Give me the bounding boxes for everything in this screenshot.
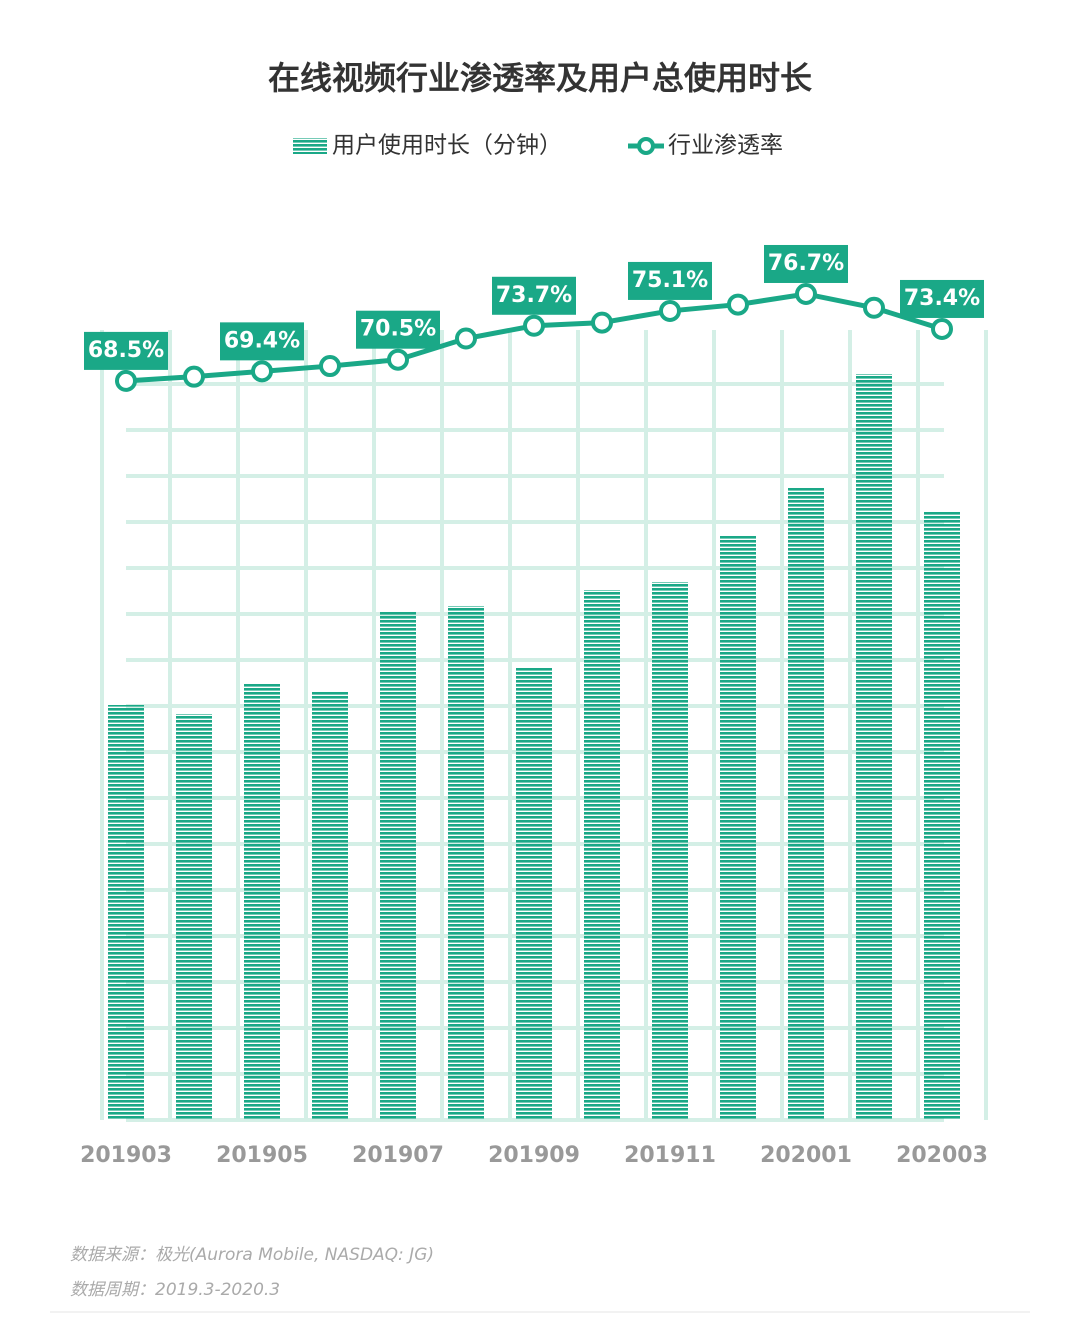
data-label-box <box>220 322 304 361</box>
bar <box>652 582 688 1120</box>
line-marker <box>523 314 545 337</box>
data-label: 73.4% <box>904 286 980 311</box>
bar <box>856 374 892 1120</box>
x-tick-label: 201905 <box>216 1143 308 1168</box>
bar <box>108 705 144 1120</box>
data-label-box <box>84 331 168 370</box>
bar <box>380 612 416 1120</box>
bar <box>788 487 824 1120</box>
data-label-box <box>900 279 984 318</box>
period-note: 数据周期：2019.3-2020.3 <box>70 1280 280 1300</box>
line-marker <box>251 360 273 383</box>
data-label: 75.1% <box>632 268 708 293</box>
legend-bar-swatch <box>293 138 327 154</box>
bar <box>448 606 484 1120</box>
line-marker <box>455 327 477 350</box>
source-note: 数据来源：极光(Aurora Mobile, NASDAQ: JG) <box>70 1245 434 1265</box>
data-label: 70.5% <box>360 317 436 342</box>
x-tick-label: 201911 <box>624 1143 716 1168</box>
bar <box>516 667 552 1120</box>
bar <box>720 536 756 1120</box>
bar <box>176 714 212 1120</box>
data-label: 68.5% <box>88 338 164 363</box>
data-label-box <box>764 244 848 283</box>
x-tick-label: 201907 <box>352 1143 444 1168</box>
bar <box>584 590 620 1120</box>
line-marker <box>931 317 953 340</box>
line-marker <box>863 296 885 319</box>
x-tick-label: 201903 <box>80 1143 172 1168</box>
legend-line-swatch-marker <box>637 137 655 155</box>
legend-label: 用户使用时长（分钟） <box>332 133 562 159</box>
line-marker <box>591 311 613 334</box>
data-label: 73.7% <box>496 283 572 308</box>
line-marker <box>659 299 681 322</box>
bar <box>924 512 960 1120</box>
line-marker <box>727 293 749 316</box>
x-tick-label: 201909 <box>488 1143 580 1168</box>
x-tick-label: 202003 <box>896 1143 988 1168</box>
chart-title: 在线视频行业渗透率及用户总使用时长 <box>268 59 812 97</box>
line-marker <box>115 369 137 392</box>
data-label-box <box>492 276 576 315</box>
data-label-box <box>628 261 712 300</box>
line-marker <box>319 355 341 378</box>
data-label: 69.4% <box>224 328 300 353</box>
line-marker <box>795 282 817 305</box>
data-label: 76.7% <box>768 251 844 276</box>
bar <box>244 684 280 1120</box>
x-tick-label: 202001 <box>760 1143 852 1168</box>
line-marker <box>183 365 205 388</box>
line-marker <box>387 348 409 371</box>
legend-label: 行业渗透率 <box>668 133 783 159</box>
bar <box>312 691 348 1120</box>
data-label-box <box>356 310 440 349</box>
